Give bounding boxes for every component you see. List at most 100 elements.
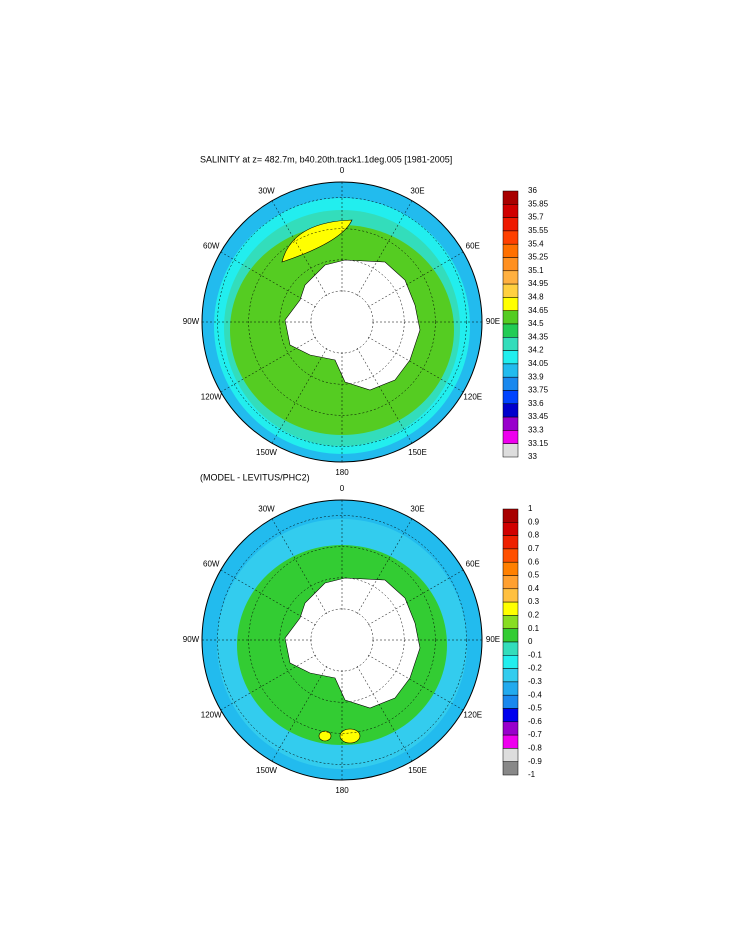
- colorbar-box: [502, 416, 519, 431]
- latitude-line: [217, 515, 467, 765]
- colorbar-box: [502, 337, 519, 351]
- colorbar-box: [502, 561, 519, 576]
- colorbar-label: 33.45: [528, 412, 549, 421]
- colorbar-box: [502, 350, 519, 365]
- colorbar-box: [502, 601, 519, 616]
- colorbar-label: 35.1: [528, 266, 544, 275]
- longitude-label: 30E: [410, 504, 424, 513]
- colorbar-label: 0.1: [528, 624, 540, 633]
- colorbar-label: 34.95: [528, 279, 549, 288]
- colorbar-box: [502, 508, 519, 523]
- colorbar-label: 0.7: [528, 544, 540, 553]
- longitude-label: 60W: [203, 560, 220, 569]
- colorbar-box: [502, 615, 519, 629]
- map: [202, 500, 482, 780]
- colorbar-label: 35.4: [528, 239, 544, 248]
- longitude-label: 150W: [256, 766, 277, 775]
- longitude-label: 30E: [410, 186, 424, 195]
- colorbar-box: [502, 217, 519, 232]
- longitude-label: 30W: [258, 186, 275, 195]
- colorbar-box: [502, 204, 519, 218]
- colorbar-box: [502, 708, 519, 723]
- panel-title: SALINITY at z= 482.7m, b40.20th.track1.1…: [200, 154, 452, 164]
- longitude-label: 180: [335, 468, 349, 477]
- longitude-label: 0: [340, 484, 345, 493]
- colorbar-label: 34.05: [528, 359, 549, 368]
- high-salinity: [281, 219, 353, 263]
- map: [202, 182, 482, 462]
- colorbar-label: 35.25: [528, 253, 549, 262]
- longitude-label: 90W: [183, 317, 200, 326]
- colorbar-box: [502, 628, 519, 643]
- colorbar-box: [502, 655, 519, 669]
- antarctica: [284, 577, 421, 709]
- longitude-label: 30W: [258, 504, 275, 513]
- colorbar-label: -0.2: [528, 664, 542, 673]
- colorbar-box: [502, 748, 519, 762]
- colorbar-box: [502, 297, 519, 311]
- colorbar-label: 34.65: [528, 306, 549, 315]
- colorbar-label: 0.2: [528, 611, 540, 620]
- colorbar-box: [502, 522, 519, 536]
- colorbar-box: [502, 376, 519, 391]
- colorbar-box: [502, 323, 519, 338]
- colorbar-label: 33.9: [528, 372, 544, 381]
- longitude-label: 150E: [408, 448, 427, 457]
- positive-anomaly: [339, 728, 361, 744]
- colorbar-box: [502, 734, 519, 749]
- colorbar-label: 34.2: [528, 346, 544, 355]
- colorbar-box: [502, 283, 519, 298]
- colorbar-label: 0.4: [528, 584, 540, 593]
- colorbar-box: [502, 257, 519, 272]
- colorbar-box: [502, 588, 519, 603]
- map-border: [201, 499, 483, 781]
- colorbar-box: [502, 430, 519, 444]
- colorbar-label: 36: [528, 186, 537, 195]
- latitude-line: [248, 228, 436, 416]
- longitude-label: 0: [340, 166, 345, 175]
- longitude-label: 180: [335, 786, 349, 795]
- colorbar-label: -0.8: [528, 744, 542, 753]
- colorbar-label: 34.5: [528, 319, 544, 328]
- longitude-label: 60E: [466, 242, 480, 251]
- latitude-line: [248, 546, 436, 734]
- panel-title: (MODEL - LEVITUS/PHC2): [200, 472, 310, 482]
- colorbar-label: 0.8: [528, 531, 540, 540]
- colorbar-label: 35.55: [528, 226, 549, 235]
- colorbar-label: 35.85: [528, 199, 549, 208]
- colorbar-box: [502, 641, 519, 656]
- colorbar-box: [502, 390, 519, 405]
- colorbar-label: 33.3: [528, 426, 544, 435]
- colorbar-box: [502, 243, 519, 258]
- colorbar-label: 0.6: [528, 557, 540, 566]
- colorbar-label: 33.6: [528, 399, 544, 408]
- colorbar-label: -0.4: [528, 690, 542, 699]
- colorbar-label: -0.5: [528, 704, 542, 713]
- colorbar-label: -0.3: [528, 677, 542, 686]
- colorbar-label: -0.1: [528, 650, 542, 659]
- map-border: [201, 181, 483, 463]
- colorbar-box: [502, 668, 519, 683]
- antarctica: [284, 259, 421, 391]
- longitude-label: 120W: [201, 711, 222, 720]
- colorbar-box: [502, 363, 519, 378]
- colorbar-box: [502, 230, 519, 245]
- colorbar-box: [502, 310, 519, 325]
- latitude-line: [217, 197, 467, 447]
- colorbar-box: [502, 190, 519, 205]
- colorbar-box: [502, 575, 519, 590]
- longitude-label: 120W: [201, 393, 222, 402]
- colorbar-label: -0.7: [528, 730, 542, 739]
- colorbar-label: 0: [528, 637, 533, 646]
- positive-anomaly: [318, 730, 332, 742]
- longitude-label: 120E: [463, 393, 482, 402]
- colorbar-box: [502, 443, 519, 458]
- colorbar-box: [502, 535, 519, 550]
- colorbar-label: -0.9: [528, 757, 542, 766]
- colorbar-box: [502, 721, 519, 736]
- colorbar-label: 35.7: [528, 213, 544, 222]
- longitude-label: 90E: [486, 635, 500, 644]
- colorbar-label: -1: [528, 770, 536, 779]
- colorbar-label: 0.9: [528, 517, 540, 526]
- colorbar-box: [502, 681, 519, 696]
